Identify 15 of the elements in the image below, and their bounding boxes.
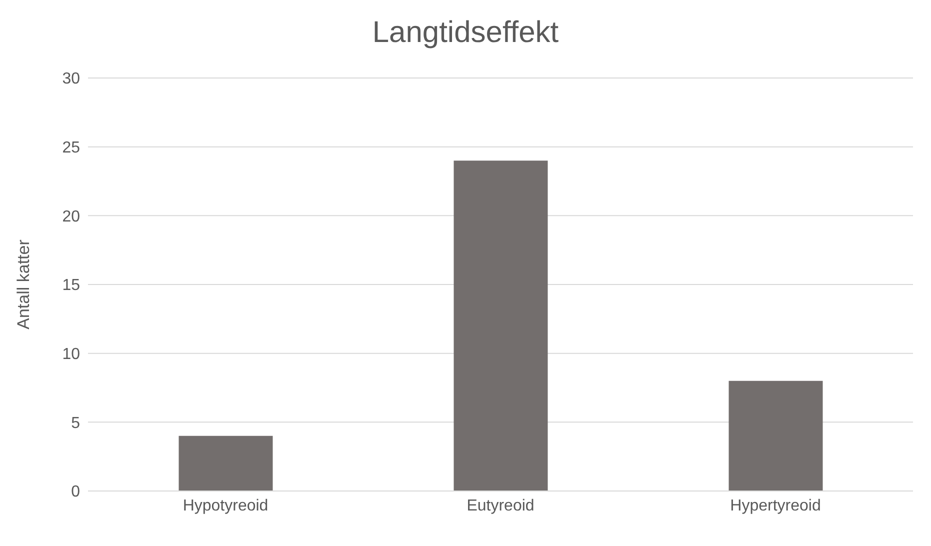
- y-axis-title: Antall katter: [14, 239, 34, 330]
- y-tick-label: 10: [62, 346, 80, 364]
- y-tick-label: 0: [71, 484, 80, 501]
- y-tick-label: 25: [62, 140, 80, 157]
- y-tick-label: 30: [62, 70, 80, 88]
- chart-title: Langtidseffekt: [371, 15, 560, 51]
- x-tick-label: Eutyreoid: [466, 497, 534, 514]
- y-tick-label: 20: [62, 208, 80, 226]
- bar: [728, 380, 823, 491]
- x-tick-label: Hypertyreoid: [730, 497, 821, 514]
- bar: [178, 436, 273, 491]
- y-tick-label: 5: [71, 414, 80, 432]
- y-tick-label: 15: [62, 277, 80, 294]
- bar: [454, 160, 548, 491]
- x-tick-label: Hypotyreoid: [182, 497, 268, 514]
